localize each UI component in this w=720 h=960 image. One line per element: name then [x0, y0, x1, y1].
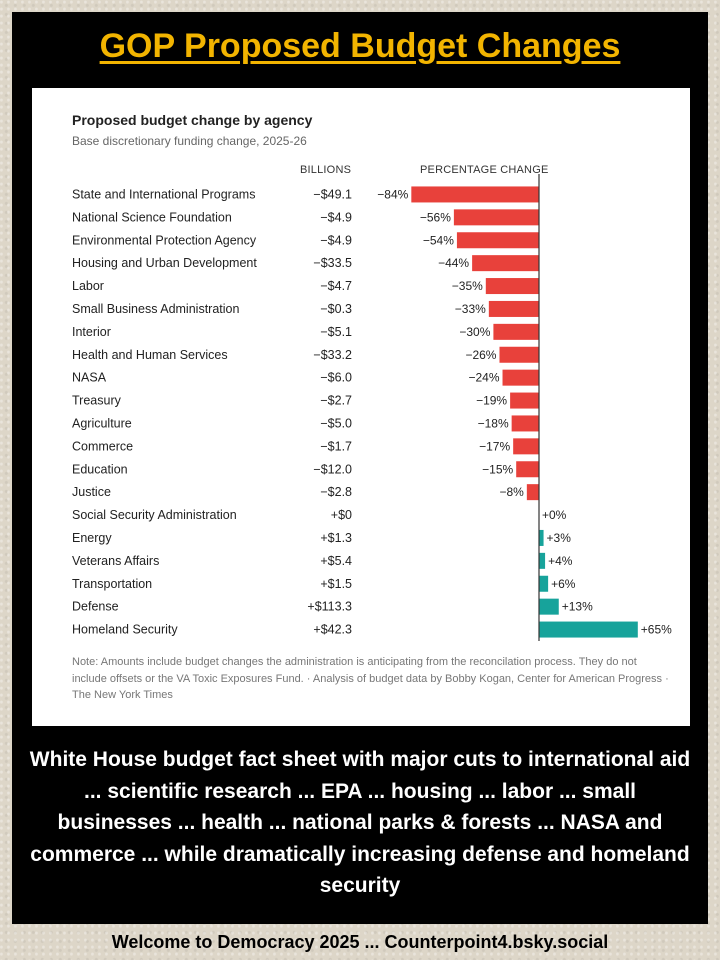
- percent-label: −44%: [438, 256, 469, 270]
- percent-label: +65%: [641, 623, 672, 637]
- category-label: Health and Human Services: [72, 348, 228, 362]
- caption-text: White House budget fact sheet with major…: [29, 748, 691, 897]
- percent-label: −54%: [423, 233, 454, 247]
- category-label: Treasury: [72, 394, 122, 408]
- percent-label: −33%: [455, 302, 486, 316]
- bar: [453, 209, 539, 226]
- percent-label: +13%: [562, 600, 593, 614]
- category-label: Homeland Security: [72, 623, 178, 637]
- bar: [511, 415, 539, 432]
- category-label: National Science Foundation: [72, 210, 232, 224]
- category-label: Justice: [72, 485, 111, 499]
- billions-value: +$113.3: [307, 600, 352, 614]
- percent-label: −30%: [459, 325, 490, 339]
- percent-label: −35%: [452, 279, 483, 293]
- bar: [502, 369, 539, 386]
- billions-value: −$5.1: [320, 325, 352, 339]
- billions-value: −$0.3: [320, 302, 352, 316]
- chart-panel: Proposed budget change by agency Base di…: [32, 88, 690, 726]
- category-label: Labor: [72, 279, 104, 293]
- bar-chart: State and International Programs −$49.1 −8…: [72, 174, 672, 641]
- percent-label: −15%: [482, 462, 513, 476]
- billions-value: −$4.7: [320, 279, 352, 293]
- bar: [539, 575, 549, 592]
- percent-label: +6%: [551, 577, 576, 591]
- bar: [510, 392, 539, 409]
- billions-value: −$49.1: [313, 187, 352, 201]
- category-label: Defense: [72, 600, 119, 614]
- billions-value: −$2.8: [320, 485, 352, 499]
- category-label: Environmental Protection Agency: [72, 233, 257, 247]
- category-label: Transportation: [72, 577, 152, 591]
- billions-value: +$5.4: [320, 554, 352, 568]
- bar: [411, 186, 539, 203]
- percent-label: −26%: [465, 348, 496, 362]
- bar: [499, 346, 539, 363]
- category-label: Commerce: [72, 439, 133, 453]
- percent-label: −19%: [476, 394, 507, 408]
- billions-value: −$1.7: [320, 439, 352, 453]
- percent-label: −84%: [377, 187, 408, 201]
- bar: [456, 232, 539, 249]
- bar: [539, 598, 559, 615]
- billions-value: +$1.3: [320, 531, 352, 545]
- percentage-header: PERCENTAGE CHANGE: [420, 164, 549, 176]
- chart-subtitle: Base discretionary funding change, 2025-…: [72, 134, 307, 148]
- billions-value: +$1.5: [320, 577, 352, 591]
- bar: [539, 529, 544, 546]
- percent-label: −8%: [499, 485, 524, 499]
- bar: [526, 484, 539, 501]
- billions-header: BILLIONS: [300, 164, 352, 176]
- category-label: NASA: [72, 371, 107, 385]
- category-label: Education: [72, 462, 128, 476]
- page-title: GOP Proposed Budget Changes: [99, 27, 621, 65]
- bar: [488, 300, 539, 317]
- category-label: Energy: [72, 531, 112, 545]
- billions-value: −$33.5: [313, 256, 352, 270]
- percent-label: −18%: [478, 416, 509, 430]
- billions-value: −$5.0: [320, 416, 352, 430]
- billions-value: −$12.0: [313, 462, 352, 476]
- percent-label: +4%: [548, 554, 573, 568]
- footer-text: Welcome to Democracy 2025 ... Counterpoi…: [111, 932, 609, 952]
- bar: [485, 278, 539, 295]
- category-label: Veterans Affairs: [72, 554, 159, 568]
- category-label: Small Business Administration: [72, 302, 239, 316]
- bar: [539, 621, 638, 638]
- bar: [539, 552, 546, 569]
- billions-value: −$2.7: [320, 394, 352, 408]
- category-label: Housing and Urban Development: [72, 256, 257, 270]
- bar: [513, 438, 539, 455]
- category-label: Social Security Administration: [72, 508, 237, 522]
- category-label: Agriculture: [72, 416, 132, 430]
- percent-label: −24%: [468, 371, 499, 385]
- chart-title: Proposed budget change by agency: [72, 112, 313, 128]
- billions-value: −$6.0: [320, 371, 352, 385]
- billions-value: +$0: [331, 508, 352, 522]
- percent-label: +3%: [547, 531, 572, 545]
- billions-value: +$42.3: [313, 623, 352, 637]
- billions-value: −$4.9: [320, 210, 352, 224]
- bar: [516, 461, 539, 478]
- bar: [472, 255, 539, 272]
- bar: [493, 323, 539, 340]
- category-label: Interior: [72, 325, 111, 339]
- billions-value: −$33.2: [313, 348, 352, 362]
- chart-note: Note: Amounts include budget changes the…: [72, 656, 669, 701]
- percent-label: +0%: [542, 508, 567, 522]
- percent-label: −56%: [420, 210, 451, 224]
- percent-label: −17%: [479, 439, 510, 453]
- billions-value: −$4.9: [320, 233, 352, 247]
- category-label: State and International Programs: [72, 187, 255, 201]
